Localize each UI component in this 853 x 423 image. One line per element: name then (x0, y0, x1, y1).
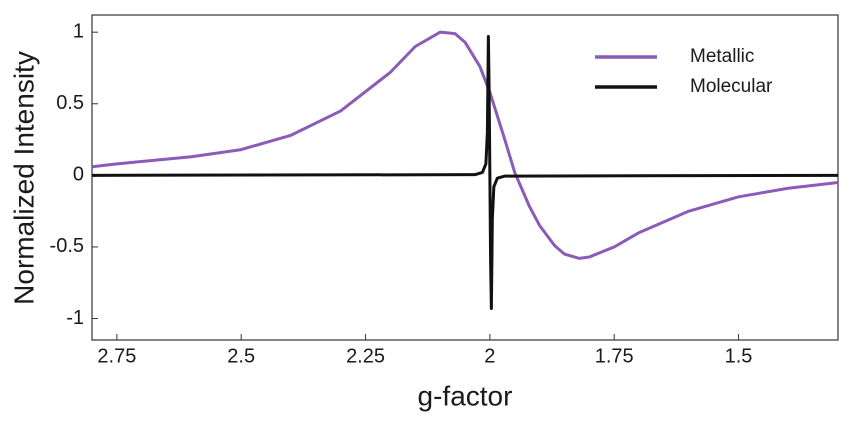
y-tick-label: -0.5 (50, 235, 84, 257)
x-tick-label: 2.75 (97, 345, 136, 367)
data-line (91, 30, 839, 260)
x-tick-label: 1.5 (725, 345, 753, 367)
y-axis-label: Normalized Intensity (8, 51, 39, 305)
data-line (91, 34, 839, 310)
x-axis-label: g-factor (418, 380, 513, 411)
x-tick-label: 2.25 (346, 345, 385, 367)
y-tick-label: -1 (66, 307, 84, 329)
plot-frame (91, 14, 839, 341)
legend-label: Molecular (690, 76, 773, 97)
y-tick-label: 1 (73, 20, 84, 42)
x-tick-label: 2.5 (227, 345, 255, 367)
y-tick-label: 0.5 (56, 92, 84, 114)
legend-label: Metallic (690, 46, 754, 67)
x-tick-label: 2 (484, 345, 495, 367)
x-tick-label: 1.75 (595, 345, 634, 367)
y-tick-label: 0 (73, 164, 84, 186)
